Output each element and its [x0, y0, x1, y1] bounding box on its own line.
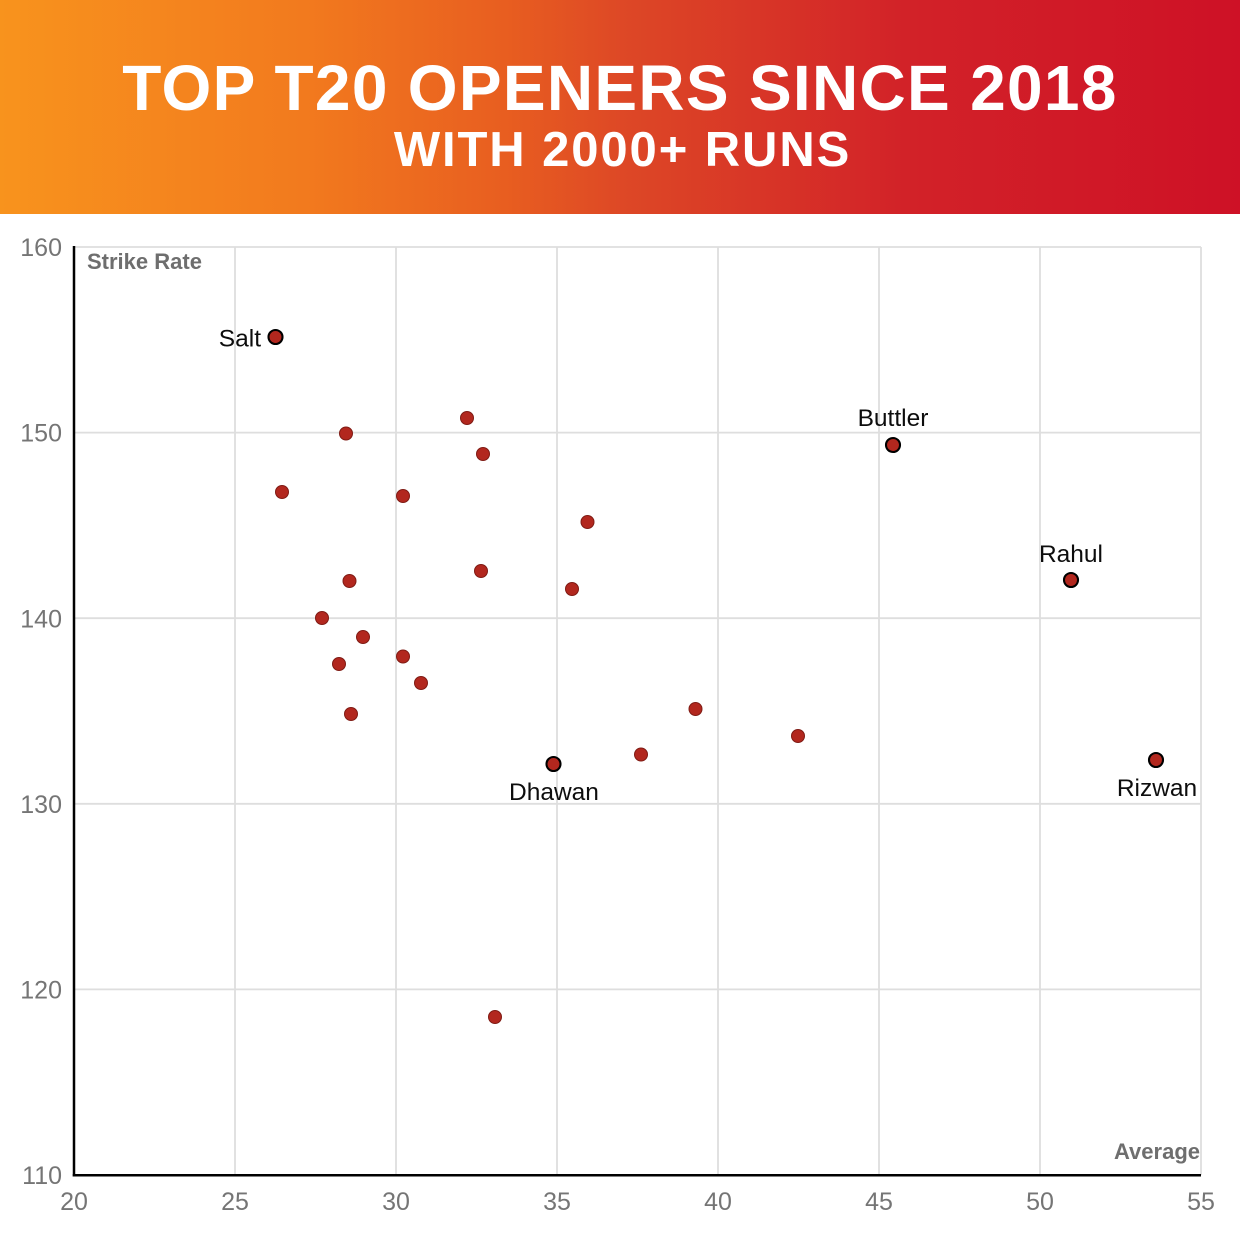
svg-text:50: 50 — [1026, 1188, 1054, 1216]
svg-text:55: 55 — [1187, 1188, 1215, 1216]
svg-text:110: 110 — [22, 1162, 62, 1190]
svg-text:Average: Average — [1114, 1139, 1200, 1164]
svg-text:140: 140 — [20, 605, 62, 633]
svg-text:Rizwan: Rizwan — [1117, 775, 1197, 802]
svg-text:130: 130 — [20, 791, 62, 819]
svg-text:Dhawan: Dhawan — [509, 779, 599, 806]
svg-text:160: 160 — [20, 234, 62, 262]
svg-text:Salt: Salt — [219, 326, 261, 353]
svg-text:35: 35 — [543, 1188, 571, 1216]
svg-text:Rahul: Rahul — [1039, 541, 1103, 568]
svg-text:30: 30 — [382, 1188, 410, 1216]
svg-text:20: 20 — [60, 1188, 88, 1216]
svg-text:25: 25 — [221, 1188, 249, 1216]
svg-text:40: 40 — [704, 1188, 732, 1216]
svg-text:150: 150 — [20, 420, 62, 448]
svg-text:Buttler: Buttler — [858, 405, 929, 432]
svg-text:45: 45 — [865, 1188, 893, 1216]
svg-text:120: 120 — [20, 977, 62, 1005]
svg-text:Strike Rate: Strike Rate — [87, 249, 202, 274]
